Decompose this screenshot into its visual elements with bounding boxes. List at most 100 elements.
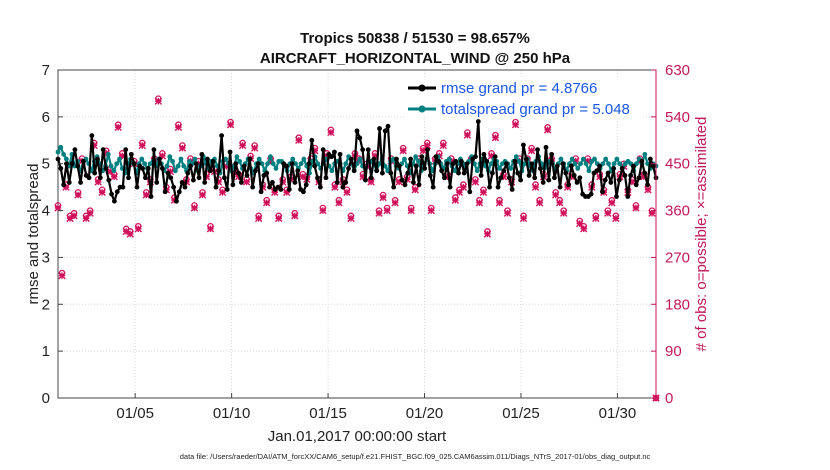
rmse-point [515, 170, 521, 176]
rmse-point [196, 175, 202, 181]
grid [58, 69, 656, 399]
rmse-point [72, 147, 78, 153]
totalspread-point [265, 161, 270, 167]
rmse-point [154, 180, 160, 185]
totalspread-point [142, 161, 148, 167]
rmse-point [512, 158, 518, 164]
obs-assimilated-point [138, 141, 146, 150]
obs-assimilated-point [608, 199, 616, 207]
rmse-point [394, 156, 399, 162]
rmse-point [492, 154, 498, 160]
rmse-point [199, 151, 205, 157]
totalspread-point [114, 161, 120, 167]
rmse-point [236, 170, 241, 176]
rmse-point [337, 151, 343, 157]
rmse-point [278, 187, 284, 192]
rmse-point [639, 158, 645, 164]
totalspread-point [172, 168, 178, 174]
legend-label-rmse: rmse grand pr = 4.8766 [441, 80, 597, 97]
rmse-point [385, 123, 391, 129]
y-tick-label-right: 90 [665, 343, 682, 360]
obs-assimilated-point [275, 214, 283, 223]
rmse-point [114, 189, 120, 195]
rmse-point [348, 156, 354, 162]
totalspread-point [61, 151, 66, 157]
rmse-point [532, 175, 538, 181]
rmse-point [219, 133, 225, 139]
rmse-point [577, 175, 583, 181]
rmse-point [566, 182, 571, 188]
totalspread-point [642, 151, 648, 157]
rmse-point [286, 187, 292, 192]
rmse-point [475, 119, 481, 124]
x-tick-label: 01/25 [502, 405, 540, 422]
y-tick-label-left: 4 [42, 203, 50, 220]
obs-assimilated-point [114, 123, 122, 131]
obs-assimilated-point [451, 196, 460, 204]
rmse-point [594, 168, 600, 174]
rmse-point [546, 177, 552, 183]
rmse-point [323, 175, 329, 181]
totalspread-point [497, 166, 502, 171]
rmse-point [571, 173, 577, 178]
rmse-point [66, 180, 72, 185]
rmse-point [238, 180, 244, 185]
obs-assimilated-point [263, 199, 271, 207]
rmse-point [317, 184, 323, 190]
x-axis-label: Jan.01,2017 00:00:00 start [268, 428, 447, 445]
rmse-point [433, 154, 439, 160]
x-tick-label: 01/30 [599, 405, 637, 422]
rmse-point [489, 170, 495, 176]
rmse-point [340, 184, 346, 190]
rmse-point [202, 180, 208, 185]
legend-marker-totalspread [418, 105, 426, 113]
obs-assimilated-point [218, 188, 227, 197]
obs-assimilated-point [471, 178, 480, 186]
obs-assimilated-point [74, 191, 82, 199]
obs-assimilated-point [459, 183, 468, 191]
rmse-point [377, 126, 382, 131]
totalspread-point [474, 168, 480, 174]
rmse-point [498, 175, 504, 181]
rmse-point [600, 189, 605, 195]
rmse-point [230, 182, 236, 188]
obs-assimilated-point [178, 144, 187, 152]
rmse-point [75, 163, 81, 169]
totalspread-point [273, 166, 279, 171]
obs-assimilated-point [483, 230, 492, 238]
totalspread-point [139, 156, 145, 162]
rmse-point [436, 158, 442, 164]
y-tick-label-right: 0 [665, 390, 673, 407]
y-tick-label-left: 1 [42, 343, 50, 360]
y-tick-label-left: 0 [42, 390, 50, 407]
rmse-point [188, 163, 193, 169]
rmse-point [447, 184, 453, 190]
totalspread-point [516, 158, 522, 164]
totalspread-point [446, 156, 452, 162]
obs-assimilated-point [644, 186, 652, 194]
totalspread-point [508, 166, 514, 171]
obs-assimilated-point [543, 126, 552, 134]
obs-assimilated-point [427, 206, 435, 215]
rmse-point [151, 147, 157, 153]
totalspread-point [452, 168, 458, 174]
rmse-point [616, 177, 622, 183]
rmse-point [227, 149, 233, 155]
rmse-point [411, 180, 416, 185]
obs-assimilated-point [604, 209, 612, 217]
rmse-point [106, 177, 112, 183]
y-tick-label-right: 450 [665, 156, 690, 173]
rmse-point [363, 177, 368, 183]
x-tick-label: 01/20 [406, 405, 444, 422]
rmse-point [405, 170, 411, 176]
totalspread-point [58, 144, 64, 150]
rmse-point [588, 191, 594, 197]
obs-assimilated-point [463, 131, 472, 139]
rmse-point [80, 158, 86, 164]
y-axis-label-left: rmse and totalspread [25, 164, 42, 305]
obs-assimilated-point [399, 147, 407, 155]
y-tick-label-right: 540 [665, 109, 690, 126]
obs-assimilated-point [551, 191, 560, 199]
rmse-point [430, 184, 436, 190]
y-tick-label-right: 180 [665, 296, 690, 313]
